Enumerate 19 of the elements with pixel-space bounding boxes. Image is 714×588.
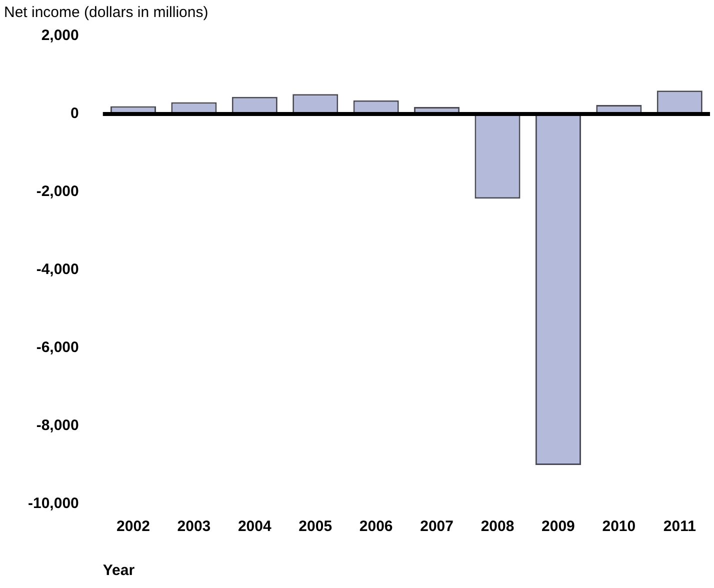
x-tick-label: 2011 <box>663 518 696 536</box>
x-tick-label: 2008 <box>480 518 514 536</box>
x-tick-label: 2006 <box>359 518 393 536</box>
y-tick-label: 2,000 <box>41 27 79 44</box>
chart-title: Net income (dollars in millions) <box>4 4 208 22</box>
x-tick-label: 2009 <box>542 518 575 536</box>
x-tick-label: 2007 <box>420 518 454 536</box>
y-tick-label: -4,000 <box>36 261 79 278</box>
x-tick-label: 2005 <box>298 518 332 536</box>
x-tick-label: 2004 <box>238 518 272 536</box>
y-tick-label: -6,000 <box>36 339 79 356</box>
y-tick-label: -2,000 <box>36 183 79 200</box>
y-tick-label: -8,000 <box>36 417 79 434</box>
x-tick-label: 2003 <box>177 518 211 536</box>
x-axis-title: Year <box>102 562 135 580</box>
x-tick-label: 2002 <box>116 518 150 536</box>
x-tick-label: 2010 <box>602 518 636 536</box>
y-tick-label: -10,000 <box>28 495 79 512</box>
y-tick-label: 0 <box>70 105 79 122</box>
